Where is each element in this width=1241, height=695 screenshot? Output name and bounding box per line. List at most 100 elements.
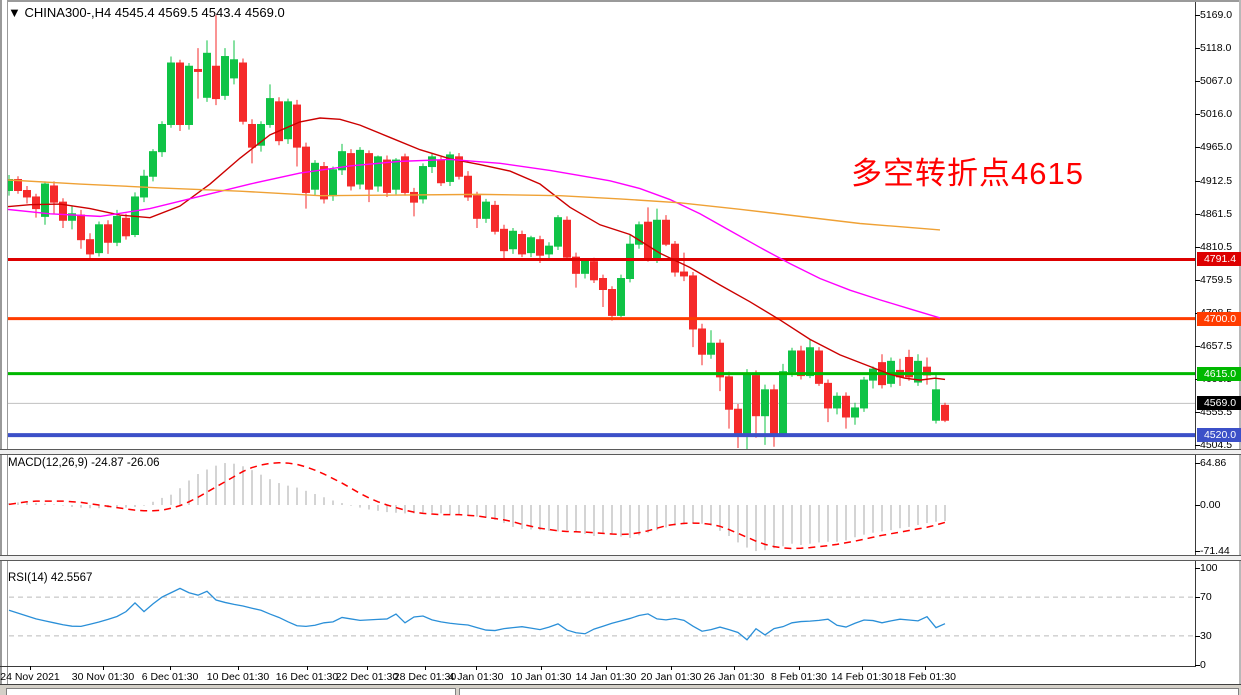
candle-body	[581, 259, 589, 274]
candle-body	[698, 328, 706, 355]
hline-badge-4520.0[interactable]: 4520.0	[1197, 428, 1241, 443]
current-price-badge[interactable]: 4569.0	[1197, 396, 1241, 411]
candle-body	[806, 347, 814, 377]
candle-body	[860, 379, 868, 409]
price-tick-5118.0: 5118.0	[1200, 42, 1232, 55]
candle-body	[194, 68, 202, 72]
candle-body	[149, 151, 157, 177]
candle-body	[158, 123, 166, 153]
chart-header: ▼ CHINA300-,H4 4545.4 4569.5 4543.4 4569…	[8, 5, 285, 20]
window-left-border	[0, 0, 8, 684]
price-tick-4965.0: 4965.0	[1200, 141, 1233, 154]
time-tick	[476, 666, 477, 670]
candle-body	[833, 395, 841, 409]
rsi-tick-100: 100	[1200, 562, 1218, 574]
time-label: 14 Jan 01:30	[575, 671, 637, 683]
main-macd-splitter[interactable]	[0, 449, 1241, 455]
price-tick-5067.0: 5067.0	[1200, 75, 1233, 88]
time-label: 18 Feb 01:30	[894, 671, 956, 683]
candle-body	[410, 191, 418, 203]
candle-body	[122, 217, 130, 237]
rsi-tick-70: 70	[1200, 591, 1212, 604]
candle-body	[50, 185, 58, 203]
docked-window-2-edge[interactable]	[459, 688, 1239, 695]
macd-tick-0.00: 0.00	[1200, 499, 1221, 511]
candle-body	[446, 154, 454, 182]
candle-body	[86, 239, 94, 255]
macd-signal-line	[8, 461, 946, 550]
time-axis-border	[0, 666, 1196, 667]
text-annotation[interactable]: 多空转折点4615	[851, 156, 1084, 191]
candle-body	[401, 156, 409, 193]
hline-badge-4791.4[interactable]: 4791.4	[1197, 252, 1241, 267]
time-tick	[30, 666, 31, 670]
candle-body	[941, 404, 949, 421]
macd-tick-64.86-dash	[1195, 463, 1200, 465]
symbol-dropdown-icon[interactable]: ▼	[8, 5, 21, 20]
ma-red	[0, 117, 946, 381]
candle-body	[932, 389, 940, 421]
ma-orange	[0, 178, 941, 231]
macd-tick--71.44: -71.44	[1200, 545, 1230, 558]
candle-body	[68, 213, 76, 221]
time-tick	[862, 666, 863, 670]
hline-badge-4700.0[interactable]: 4700.0	[1197, 311, 1241, 326]
window-right-border	[1239, 0, 1241, 695]
price-tick-4965.0-dash	[1195, 147, 1200, 149]
candle-body	[23, 189, 31, 198]
candle-body	[815, 350, 823, 384]
docked-window-1-edge[interactable]	[6, 688, 456, 695]
macd-rsi-splitter[interactable]	[0, 555, 1241, 561]
candle-body	[851, 407, 859, 418]
candle-body	[302, 146, 310, 193]
time-label: 22 Dec 01:30	[335, 671, 399, 683]
price-tick-5016.0-dash	[1195, 114, 1200, 116]
candle-body	[383, 159, 391, 193]
candle-body	[617, 278, 625, 316]
time-tick	[799, 666, 800, 670]
time-tick	[606, 666, 607, 670]
time-label: 28 Dec 01:30	[393, 671, 457, 683]
time-tick	[671, 666, 672, 670]
candle-body	[509, 230, 517, 250]
candle-body	[761, 389, 769, 417]
candle-body	[311, 162, 319, 190]
candle-body	[545, 245, 553, 255]
price-tick-5118.0-dash	[1195, 48, 1200, 50]
price-axis-border	[1195, 2, 1196, 667]
candle-body	[221, 56, 229, 96]
candle-body	[725, 376, 733, 410]
candle-body	[248, 123, 256, 148]
price-tick-4555.5-dash	[1195, 412, 1200, 414]
time-tick	[170, 666, 171, 670]
rsi-tick-0-dash	[1195, 665, 1200, 666]
candle-body	[392, 159, 400, 190]
rsi-line	[8, 587, 946, 641]
time-tick	[367, 666, 368, 670]
candle-body	[104, 224, 112, 243]
candle-body	[626, 243, 634, 280]
window-top-border	[0, 0, 1241, 2]
hline-badge-4615.0[interactable]: 4615.0	[1197, 366, 1241, 381]
candle-body	[14, 178, 22, 191]
candle-body	[167, 62, 175, 125]
candle-body	[500, 228, 508, 252]
candle-body	[662, 219, 670, 245]
time-label: 4 Jan 01:30	[448, 671, 504, 683]
candle-body	[239, 62, 247, 122]
candle-body	[338, 151, 346, 171]
candle-body	[653, 219, 661, 261]
rsi-tick-30: 30	[1200, 629, 1212, 642]
time-tick	[238, 666, 239, 670]
time-label: 30 Nov 01:30	[71, 671, 135, 683]
candle-body	[347, 153, 355, 187]
candle-body	[716, 342, 724, 378]
candle-body	[266, 98, 274, 125]
macd-tick-0.00-dash	[1195, 505, 1200, 506]
candle-body	[374, 156, 382, 187]
time-label: 6 Dec 01:30	[141, 671, 199, 683]
candle-body	[905, 356, 913, 378]
candle-body	[482, 201, 490, 219]
price-tick-4759.5-dash	[1195, 280, 1200, 282]
